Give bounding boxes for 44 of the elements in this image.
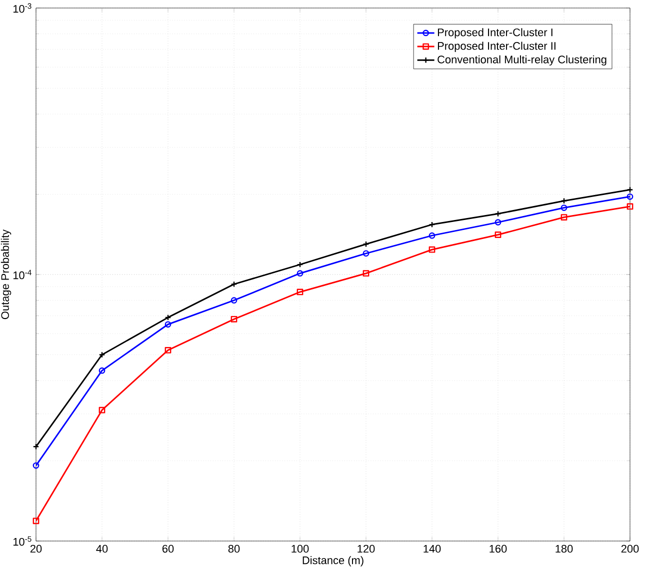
legend-label: Conventional Multi-relay Clustering bbox=[438, 55, 606, 66]
point bbox=[494, 219, 502, 226]
x-tick-label: 60 bbox=[162, 544, 174, 553]
point bbox=[32, 518, 40, 524]
point bbox=[428, 221, 436, 228]
x-tick-label: 120 bbox=[358, 544, 375, 553]
point bbox=[494, 210, 502, 217]
point bbox=[296, 288, 304, 296]
point bbox=[362, 240, 370, 248]
point bbox=[428, 246, 436, 253]
x-tick-label: 20 bbox=[30, 544, 42, 553]
x-tick-label: 200 bbox=[621, 544, 639, 553]
point bbox=[98, 352, 106, 358]
x-axis-title: Distance (m) bbox=[302, 556, 364, 566]
point bbox=[230, 280, 238, 288]
point bbox=[626, 203, 634, 210]
x-tick-label: 140 bbox=[424, 544, 441, 553]
y-axis-title: Outage Probability bbox=[0, 229, 12, 320]
point bbox=[230, 316, 238, 322]
point bbox=[296, 270, 304, 277]
point bbox=[296, 261, 304, 268]
point bbox=[428, 232, 436, 239]
point bbox=[164, 314, 172, 321]
x-tick-label: 180 bbox=[556, 544, 573, 553]
point bbox=[560, 204, 568, 211]
point bbox=[98, 406, 106, 414]
x-tick-label: 40 bbox=[96, 544, 108, 553]
legend-label: Proposed Inter-Cluster I bbox=[438, 28, 552, 38]
point bbox=[362, 270, 370, 277]
point bbox=[98, 367, 106, 374]
point bbox=[230, 297, 238, 304]
y-tick-label: 10$^{-5}$ bbox=[13, 536, 32, 546]
point bbox=[494, 232, 502, 238]
point bbox=[560, 198, 568, 204]
legend-label: Proposed Inter-Cluster II bbox=[438, 42, 556, 52]
y-tick-label: 10$^{-4}$ bbox=[13, 270, 32, 280]
x-tick-label: 80 bbox=[228, 544, 240, 553]
point bbox=[164, 321, 172, 328]
point bbox=[362, 250, 370, 257]
x-tick-label: 100 bbox=[292, 544, 309, 553]
point bbox=[164, 347, 172, 354]
point bbox=[560, 214, 568, 220]
x-tick-label: 160 bbox=[490, 544, 507, 553]
y-tick-label: 10$^{-3}$ bbox=[13, 3, 32, 13]
